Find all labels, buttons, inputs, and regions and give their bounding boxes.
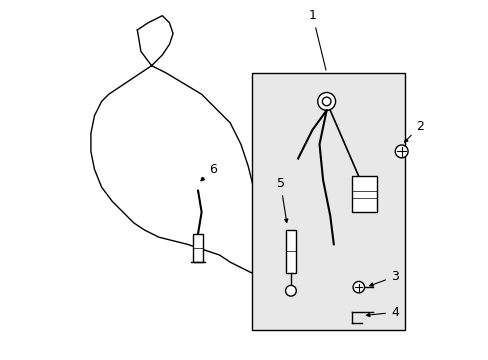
Circle shape — [285, 285, 296, 296]
Bar — [285, 230, 296, 273]
Text: 4: 4 — [366, 306, 398, 319]
Circle shape — [322, 97, 330, 106]
Text: 2: 2 — [404, 120, 423, 142]
Text: 5: 5 — [276, 177, 287, 222]
Text: 3: 3 — [369, 270, 398, 286]
Polygon shape — [91, 16, 265, 273]
Circle shape — [317, 93, 335, 111]
Bar — [251, 73, 405, 330]
Text: 1: 1 — [308, 9, 325, 70]
Circle shape — [394, 145, 407, 158]
Circle shape — [352, 282, 364, 293]
Bar — [192, 234, 203, 262]
Text: 6: 6 — [201, 163, 216, 181]
Bar — [351, 176, 376, 212]
